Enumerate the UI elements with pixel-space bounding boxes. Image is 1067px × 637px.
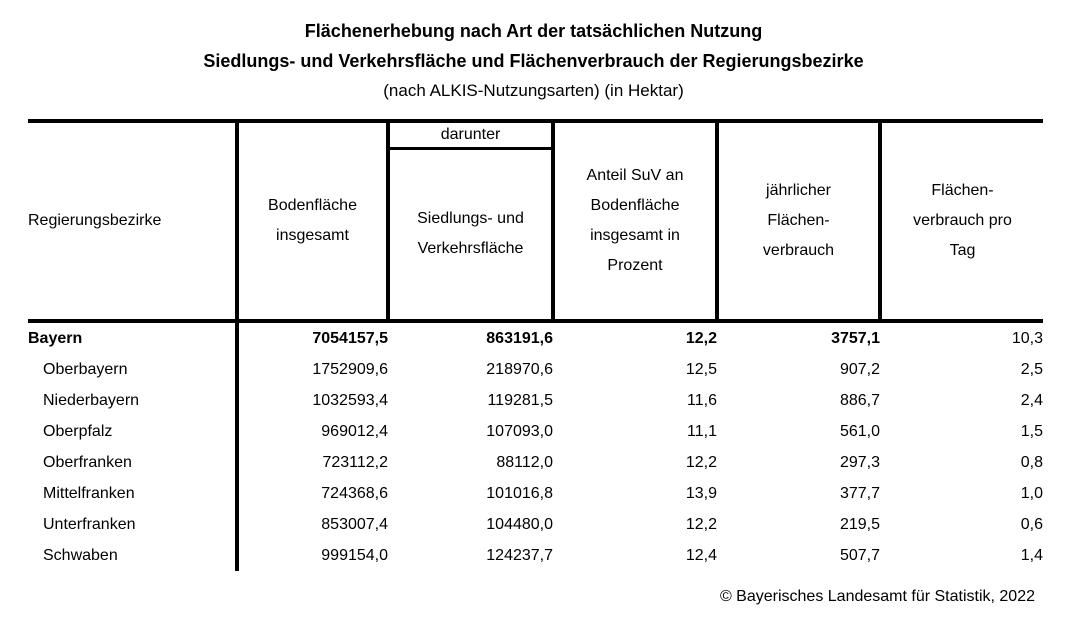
annual-consumption-cell: 219,5: [839, 515, 880, 533]
page-title-line2: Siedlungs- und Verkehrsfläche und Fläche…: [203, 51, 864, 71]
suv-share-cell: 12,2: [685, 515, 717, 533]
region-name-cell: Mittelfranken: [28, 477, 239, 509]
annual-consumption-cell: 561,0: [839, 422, 880, 440]
total-area-cell: 724368,6: [321, 484, 388, 502]
region-name-cell: Oberfranken: [28, 446, 239, 478]
suv-share-cell: 13,9: [685, 484, 717, 502]
column-header-annual-consumption: jährlicher Flächen- verbrauch: [715, 121, 880, 321]
per-day-cell: 0,6: [1020, 515, 1043, 533]
annual-consumption-cell: 507,7: [839, 546, 880, 564]
suv-share-cell: 12,2: [553, 318, 717, 354]
region-name-cell: Unterfranken: [28, 508, 239, 540]
table-row-schwaben: Schwaben 999154,0 124237,7 12,4 507,7 1,…: [28, 539, 1043, 571]
footer-copyright: © Bayerisches Landesamt für Statistik, 2…: [719, 587, 1035, 605]
suv-area-cell: 107093,0: [486, 422, 553, 440]
page-title-line1: Flächenerhebung nach Art der tatsächlich…: [304, 21, 763, 41]
annual-consumption-cell: 907,2: [839, 360, 880, 378]
column-header-suv-area: Siedlungs- und Verkehrsfläche: [386, 148, 553, 321]
region-name-cell: Schwaben: [28, 539, 239, 571]
suv-area-cell: 104480,0: [486, 515, 553, 533]
per-day-cell: 1,5: [1020, 422, 1043, 440]
total-area-cell: 999154,0: [321, 546, 388, 564]
table-row-oberpfalz: Oberpfalz 969012,4 107093,0 11,1 561,0 1…: [28, 415, 1043, 447]
suv-area-cell: 88112,0: [496, 453, 553, 471]
column-header-suv-share: Anteil SuV an Bodenfläche insgesamt in P…: [551, 121, 717, 321]
per-day-cell: 2,5: [1020, 360, 1043, 378]
total-area-cell: 969012,4: [321, 422, 388, 440]
suv-area-cell: 124237,7: [486, 546, 553, 564]
column-header-total-area: Bodenfläche insgesamt: [235, 121, 388, 321]
table-body: Bayern 7054157,5 863191,6 12,2 3757,1 10…: [28, 318, 1043, 571]
per-day-cell: 1,4: [1020, 546, 1043, 564]
suv-area-cell: 218970,6: [486, 360, 553, 378]
table-row-oberfranken: Oberfranken 723112,2 88112,0 12,2 297,3 …: [28, 446, 1043, 478]
region-name-cell: Oberbayern: [28, 353, 239, 385]
region-name-cell: Niederbayern: [28, 384, 239, 416]
per-day-cell: 0,8: [1020, 453, 1043, 471]
per-day-cell: 2,4: [1020, 391, 1043, 409]
suv-area-cell: 101016,8: [486, 484, 553, 502]
total-area-cell: 1032593,4: [312, 391, 388, 409]
suv-share-cell: 11,6: [687, 391, 717, 409]
suv-area-cell: 119281,5: [487, 391, 553, 409]
data-table: Regierungsbezirke Bodenfläche insgesamt …: [28, 119, 1043, 571]
table-wrap: Regierungsbezirke Bodenfläche insgesamt …: [28, 119, 1067, 571]
per-day-cell: 1,0: [1020, 484, 1043, 502]
per-day-cell: 10,3: [880, 318, 1043, 354]
annual-consumption-cell: 297,3: [839, 453, 880, 471]
table-row-oberbayern: Oberbayern 1752909,6 218970,6 12,5 907,2…: [28, 353, 1043, 385]
page-subtitle: (nach ALKIS-Nutzungsarten) (in Hektar): [383, 81, 684, 100]
total-area-cell: 853007,4: [321, 515, 388, 533]
column-header-consumption-per-day: Flächen- verbrauch pro Tag: [878, 121, 1043, 321]
suv-share-cell: 12,4: [685, 546, 717, 564]
column-header-darunter: darunter: [386, 121, 553, 150]
annual-consumption-cell: 886,7: [839, 391, 880, 409]
total-area-cell: 723112,2: [322, 453, 388, 471]
total-area-cell: 1752909,6: [312, 360, 388, 378]
suv-share-cell: 11,1: [687, 422, 717, 440]
table-row-unterfranken: Unterfranken 853007,4 104480,0 12,2 219,…: [28, 508, 1043, 540]
suv-share-cell: 12,5: [685, 360, 717, 378]
table-header: Regierungsbezirke Bodenfläche insgesamt …: [28, 121, 1043, 321]
suv-share-cell: 12,2: [685, 453, 717, 471]
suv-area-cell: 863191,6: [388, 318, 553, 354]
region-name-cell: Oberpfalz: [28, 415, 239, 447]
table-row-mittelfranken: Mittelfranken 724368,6 101016,8 13,9 377…: [28, 477, 1043, 509]
total-area-cell: 7054157,5: [237, 318, 388, 354]
annual-consumption-cell: 377,7: [839, 484, 880, 502]
table-row-niederbayern: Niederbayern 1032593,4 119281,5 11,6 886…: [28, 384, 1043, 416]
page-titles: Flächenerhebung nach Art der tatsächlich…: [0, 0, 1067, 105]
table-row-bayern: Bayern 7054157,5 863191,6 12,2 3757,1 10…: [28, 318, 1043, 354]
column-header-region: Regierungsbezirke: [28, 211, 162, 229]
region-name-cell: Bayern: [28, 318, 239, 354]
annual-consumption-cell: 3757,1: [717, 318, 880, 354]
